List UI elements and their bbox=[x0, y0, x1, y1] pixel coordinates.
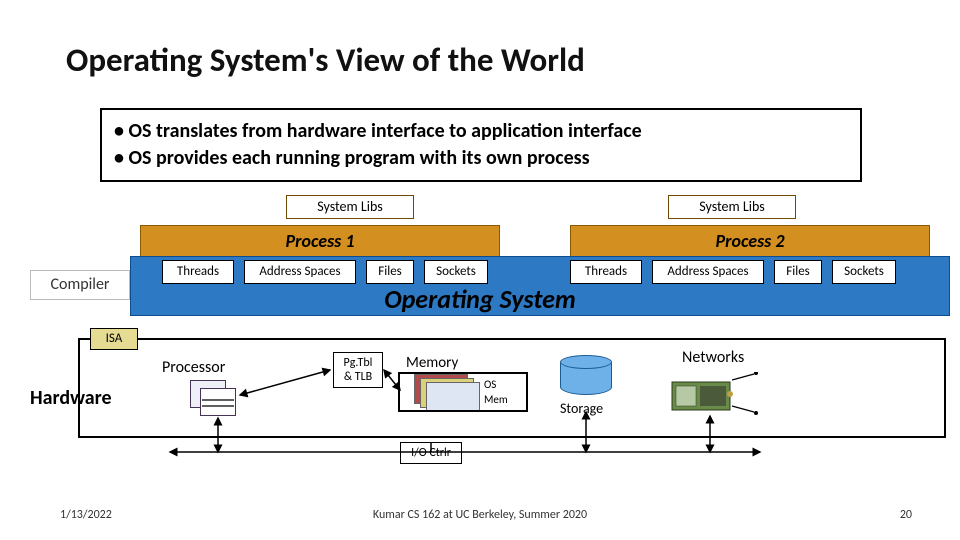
proc2-aspaces: Address Spaces bbox=[652, 260, 764, 284]
proc2-files: Files bbox=[774, 260, 822, 284]
process-2: Process 2 bbox=[570, 225, 930, 257]
processor-label: Processor bbox=[162, 358, 225, 377]
isa-box: ISA bbox=[90, 328, 138, 350]
footer-pagenum: 20 bbox=[900, 508, 912, 522]
proc1-files: Files bbox=[366, 260, 414, 284]
slide-title: Operating System's View of the World bbox=[66, 40, 585, 80]
process-1: Process 1 bbox=[140, 225, 500, 257]
memory-label: Memory bbox=[406, 354, 458, 372]
syslibs-2-behind: System Libs bbox=[668, 195, 796, 219]
proc2-threads: Threads bbox=[570, 260, 642, 284]
memory-border bbox=[398, 372, 528, 412]
nic-icon bbox=[668, 372, 768, 416]
bullet-2: • OS provides each running program with … bbox=[114, 145, 848, 172]
hardware-label: Hardware bbox=[30, 386, 112, 410]
storage-label: Storage bbox=[560, 400, 603, 417]
proc1-threads: Threads bbox=[162, 260, 234, 284]
proc1-aspaces: Address Spaces bbox=[244, 260, 356, 284]
bullet-1: • OS translates from hardware interface … bbox=[114, 118, 848, 145]
proc2-sockets: Sockets bbox=[832, 260, 896, 284]
pgtbl-box: Pg.Tbl& TLB bbox=[333, 352, 383, 388]
os-label: Operating System bbox=[0, 283, 960, 315]
networks-label: Networks bbox=[682, 348, 744, 367]
footer-center: Kumar CS 162 at UC Berkeley, Summer 2020 bbox=[0, 508, 960, 522]
bullets-box: • OS translates from hardware interface … bbox=[100, 108, 862, 182]
storage-cylinder bbox=[560, 355, 612, 399]
slide-root: { "title": "Operating System's View of t… bbox=[0, 0, 960, 540]
io-ctrlr-box: I/O Ctrlr bbox=[400, 442, 462, 464]
cpu-core-front bbox=[200, 388, 236, 416]
proc1-sockets: Sockets bbox=[424, 260, 488, 284]
syslibs-1-behind: System Libs bbox=[286, 195, 414, 219]
